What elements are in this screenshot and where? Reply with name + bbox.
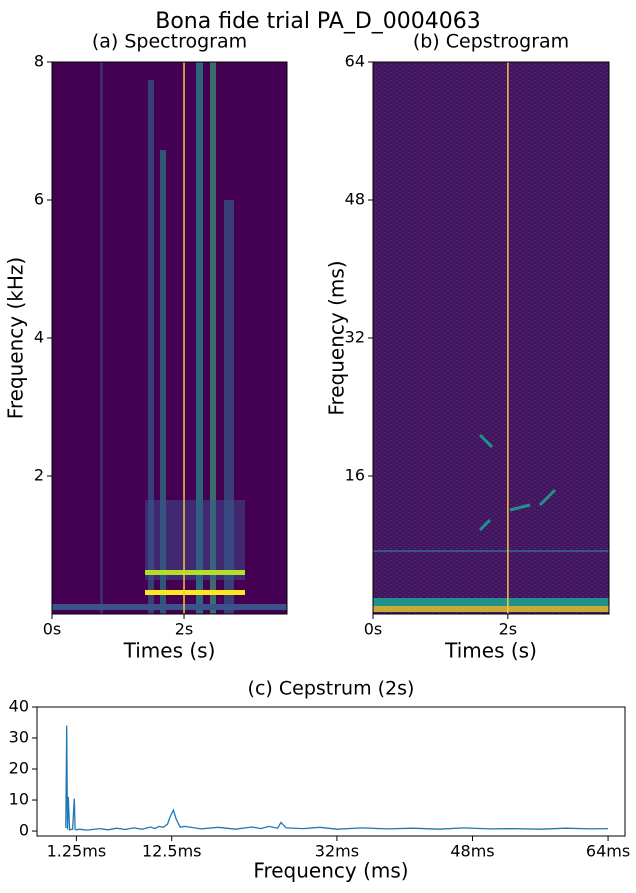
y-tick-label: 10 bbox=[9, 790, 29, 809]
chart-title: (b) Cepstrogram bbox=[413, 31, 569, 53]
x-tick-label: 12.5ms bbox=[142, 842, 202, 861]
y-axis-label: Frequency (ms) bbox=[325, 260, 349, 415]
x-tick-label: 1.25ms bbox=[47, 842, 107, 861]
x-axis-label: Times (s) bbox=[444, 639, 537, 663]
axes-frame bbox=[36, 706, 626, 837]
y-tick-label: 32 bbox=[345, 328, 365, 347]
y-tick-label: 2 bbox=[34, 466, 44, 485]
y-tick-label: 0 bbox=[19, 821, 29, 840]
y-tick-label: 48 bbox=[345, 190, 365, 209]
y-tick-label: 40 bbox=[9, 697, 29, 716]
axes-frame bbox=[51, 61, 288, 615]
y-axis-label: Frequency (kHz) bbox=[4, 257, 28, 419]
x-tick-label: 0s bbox=[43, 620, 62, 639]
y-tick-label: 20 bbox=[9, 759, 29, 778]
x-tick-label: 32ms bbox=[315, 842, 359, 861]
chart-title: (c) Cepstrum (2s) bbox=[248, 678, 415, 700]
y-tick-label: 4 bbox=[34, 328, 44, 347]
x-tick-label: 2s bbox=[175, 620, 194, 639]
y-tick-label: 6 bbox=[34, 190, 44, 209]
x-tick-label: 48ms bbox=[450, 842, 494, 861]
chart-title: (a) Spectrogram bbox=[92, 31, 247, 53]
x-tick-label: 0s bbox=[364, 620, 383, 639]
x-tick-label: 64ms bbox=[586, 842, 630, 861]
figure-title: Bona fide trial PA_D_0004063 bbox=[155, 9, 481, 34]
y-tick-label: 30 bbox=[9, 728, 29, 747]
x-axis-label: Times (s) bbox=[123, 639, 216, 663]
y-tick-label: 8 bbox=[34, 52, 44, 71]
y-tick-label: 16 bbox=[345, 466, 365, 485]
axes-frame bbox=[372, 61, 610, 615]
cepstrogram-image bbox=[373, 62, 609, 614]
cepstrum-line bbox=[65, 725, 609, 831]
x-axis-label: Frequency (ms) bbox=[253, 859, 408, 883]
y-tick-label: 64 bbox=[345, 52, 365, 71]
x-tick-label: 2s bbox=[499, 620, 518, 639]
spectrogram-image bbox=[52, 62, 287, 614]
